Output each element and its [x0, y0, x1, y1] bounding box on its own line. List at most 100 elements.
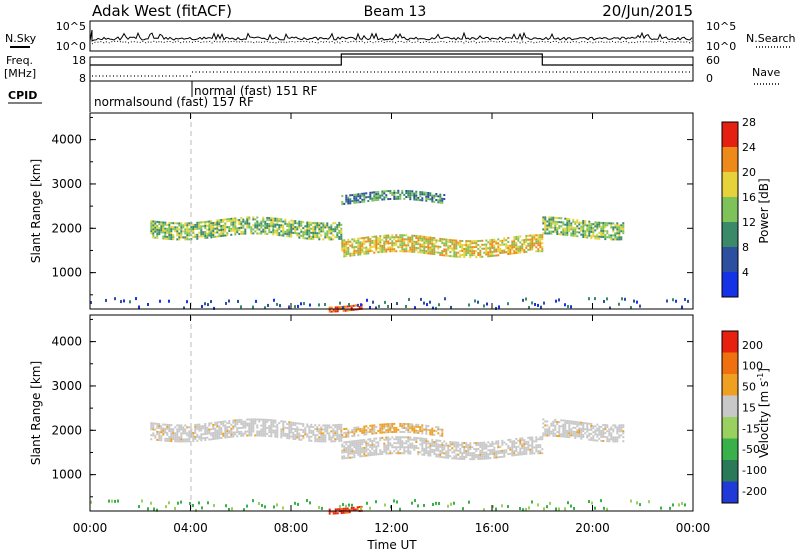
echo-cell	[343, 447, 346, 450]
echo-cell	[308, 435, 311, 438]
echo-cell	[340, 429, 343, 432]
echo-cell	[427, 442, 430, 445]
echo-cell	[463, 250, 466, 252]
echo-cell	[353, 430, 356, 433]
echo-cell	[248, 216, 251, 219]
echo-cell	[455, 239, 458, 242]
echo-cell	[224, 222, 227, 225]
echo-cell	[216, 229, 219, 232]
echo-cell	[381, 194, 384, 197]
echo-cell	[523, 243, 526, 246]
echo-cell	[407, 236, 410, 239]
echo-cell	[324, 436, 327, 439]
echo-cell	[564, 427, 567, 430]
echo-cell	[216, 429, 219, 432]
echo-cell	[487, 255, 490, 258]
echo-cell	[620, 426, 623, 429]
echo-cell	[539, 242, 542, 245]
echo-cell	[385, 190, 388, 193]
echo-cell	[168, 440, 171, 442]
echo-cell	[342, 306, 344, 310]
echo-cell	[363, 427, 366, 430]
echo-cell	[375, 449, 378, 452]
echo-cell	[196, 439, 199, 442]
echo-cell	[207, 303, 209, 307]
echo-cell	[347, 196, 350, 199]
echo-cell	[371, 428, 374, 431]
echo-cell	[433, 453, 436, 456]
echo-cell	[489, 449, 492, 452]
echo-cell	[180, 230, 183, 233]
echo-cell	[346, 305, 349, 308]
echo-cell	[467, 250, 470, 253]
echo-cell	[501, 443, 504, 446]
echo-cell	[537, 450, 540, 453]
echo-cell	[238, 223, 241, 225]
echo-cell	[544, 218, 547, 221]
echo-cell	[389, 427, 392, 429]
echo-cell	[298, 224, 301, 227]
echo-cell	[292, 227, 295, 230]
echo-cell	[357, 445, 360, 448]
echo-cell	[596, 235, 599, 238]
echo-cell	[541, 234, 544, 237]
echo-cell	[367, 452, 370, 455]
echo-cell	[292, 421, 295, 424]
echo-cell	[294, 226, 297, 229]
echo-cell	[308, 233, 311, 236]
echo-cell	[373, 437, 376, 440]
echo-cell	[385, 425, 388, 428]
echo-cell	[340, 425, 343, 428]
echo-cell	[286, 229, 289, 232]
echo-cell	[280, 234, 283, 237]
echo-cell	[383, 438, 386, 441]
echo-cell	[411, 250, 414, 253]
echo-cell	[395, 442, 398, 445]
echo-cell	[616, 236, 619, 239]
echo-cell	[471, 446, 474, 449]
echo-cell	[465, 446, 468, 449]
echo-cell	[174, 226, 177, 229]
echo-cell	[377, 443, 380, 446]
echo-cell	[503, 455, 506, 458]
echo-cell	[423, 439, 426, 442]
echo-cell	[413, 192, 416, 195]
echo-cell	[316, 434, 319, 437]
echo-cell	[552, 428, 555, 431]
echo-cell	[543, 507, 545, 511]
echo-cell	[190, 428, 193, 431]
echo-cell	[639, 304, 641, 308]
echo-cell	[306, 221, 309, 224]
echo-cell	[340, 431, 343, 434]
echo-cell	[338, 235, 341, 238]
echo-cell	[407, 450, 410, 453]
echo-cell	[387, 190, 390, 193]
echo-cell	[282, 230, 285, 233]
echo-cell	[355, 447, 358, 450]
echo-cell	[443, 444, 446, 447]
echo-cell	[210, 226, 213, 229]
echo-cell	[186, 224, 189, 227]
noise-left-tick-bottom: 10^0	[56, 40, 86, 53]
echo-cell	[535, 240, 538, 243]
echo-cell	[328, 310, 331, 313]
echo-cell	[572, 226, 575, 229]
echo-cell	[437, 455, 440, 458]
colorbar-tick: 24	[742, 141, 756, 154]
echo-cell	[403, 427, 406, 429]
echo-cell	[324, 232, 327, 235]
echo-cell	[580, 229, 583, 232]
echo-cell	[491, 444, 494, 447]
echo-cell	[340, 508, 343, 510]
colorbar-tick: -15	[742, 422, 760, 435]
echo-cell	[240, 426, 243, 429]
echo-cell	[475, 454, 478, 457]
echo-cell	[302, 235, 305, 238]
echo-cell	[242, 432, 245, 435]
echo-cell	[357, 251, 360, 254]
echo-cell	[264, 505, 266, 509]
echo-cell	[341, 445, 344, 448]
echo-cell	[630, 306, 632, 310]
echo-cell	[381, 244, 384, 247]
echo-cell	[606, 430, 609, 433]
